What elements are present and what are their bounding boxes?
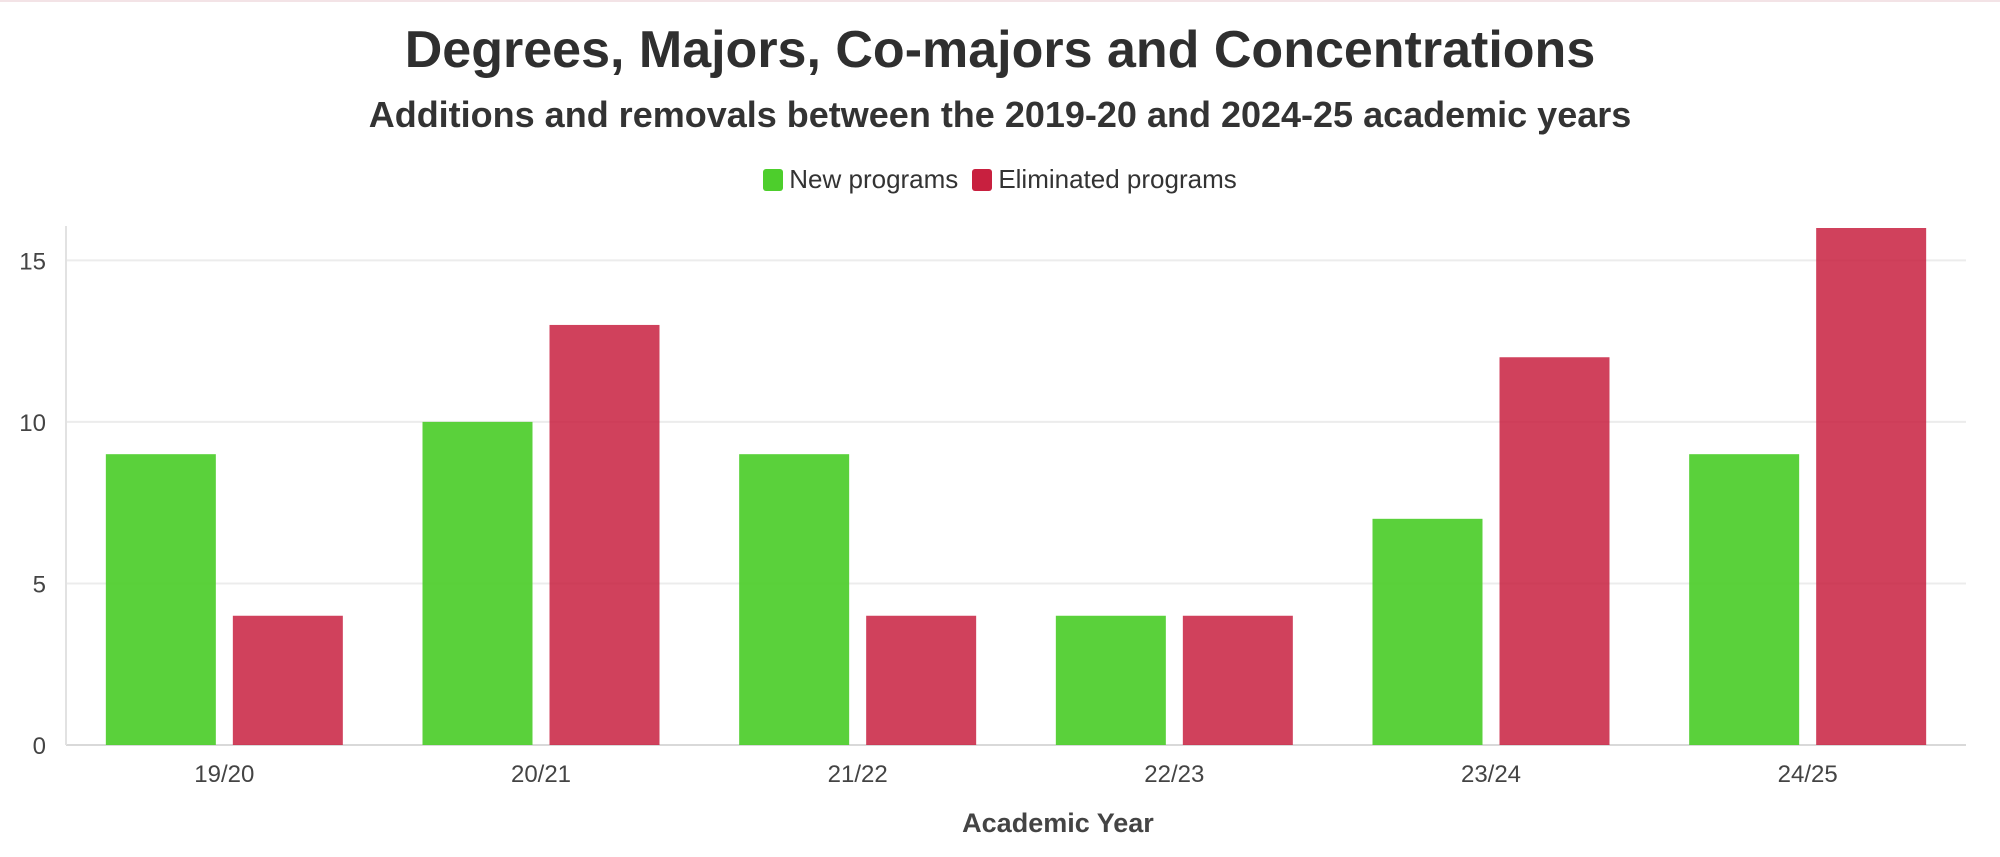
bar-new-programs-21-22[interactable] [739,454,850,745]
bar-eliminated-programs-19-20[interactable] [232,615,343,745]
bar-new-programs-20-21[interactable] [422,421,533,745]
legend-label-eliminated-programs: Eliminated programs [998,164,1237,194]
y-tick-label-15: 15 [19,248,46,275]
x-tick-label-21-22: 21/22 [828,761,888,788]
top-rule [0,0,2000,2]
x-tick-label-19-20: 19/20 [194,761,254,788]
grid-layer [65,226,1966,746]
y-tick-label-10: 10 [19,410,46,437]
x-tick-label-24-25: 24/25 [1778,761,1838,788]
x-tick-label-22-23: 22/23 [1144,761,1204,788]
bars-layer [105,228,1927,745]
bar-eliminated-programs-20-21[interactable] [549,324,660,745]
bar-eliminated-programs-21-22[interactable] [866,615,977,745]
legend-item-new-programs[interactable]: New programs [763,164,958,195]
legend-swatch-new-programs [763,168,784,191]
chart-title: Degrees, Majors, Co-majors and Concentra… [404,21,1596,79]
bar-new-programs-22-23[interactable] [1055,615,1166,745]
bar-eliminated-programs-23-24[interactable] [1499,357,1610,745]
bar-new-programs-24-25[interactable] [1689,454,1800,745]
x-tick-label-20-21: 20/21 [511,761,571,788]
x-tick-label-23-24: 23/24 [1461,761,1521,788]
legend-swatch-eliminated-programs [972,168,993,191]
x-axis-title: Academic Year [962,808,1154,838]
bar-eliminated-programs-22-23[interactable] [1182,615,1293,745]
legend-item-eliminated-programs[interactable]: Eliminated programs [972,164,1237,195]
bar-new-programs-23-24[interactable] [1372,518,1483,745]
y-tick-label-5: 5 [33,571,46,598]
chart-subtitle: Additions and removals between the 2019-… [368,94,1632,135]
legend: New programs Eliminated programs [0,164,2000,195]
legend-label-new-programs: New programs [789,164,959,194]
bar-eliminated-programs-24-25[interactable] [1816,228,1927,745]
y-tick-label-0: 0 [33,733,46,760]
axes-layer: 0 5 10 15 19/20 20/21 21/22 22/23 23/24 24/25 [19,248,1837,788]
bar-new-programs-19-20[interactable] [105,454,216,745]
